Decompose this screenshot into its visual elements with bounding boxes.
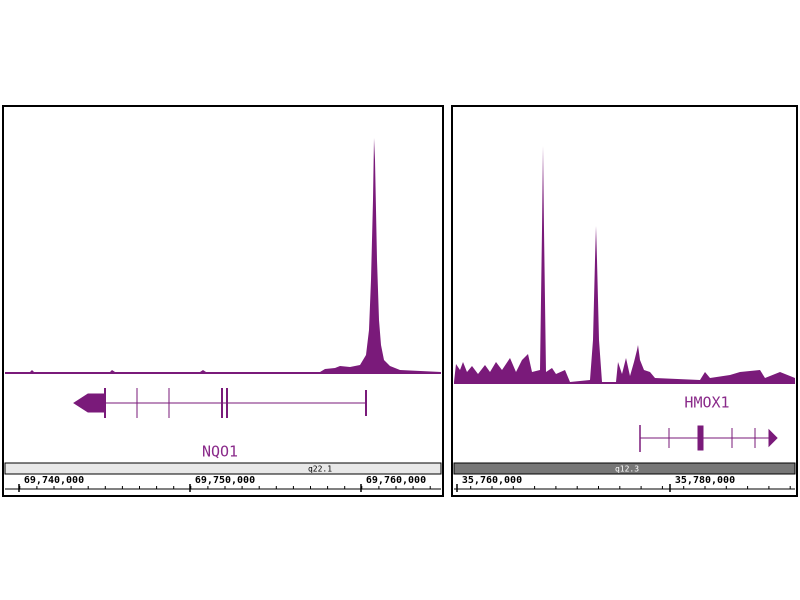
band-label: q12.3 <box>615 465 639 474</box>
coordinate-label: 69,740,000 <box>24 475 84 486</box>
coordinate-axes: 69,740,000 69,750,000 69,760,000 35,760,000… <box>5 475 795 492</box>
panel-hmox1: HMOX1 q12.3 <box>451 105 798 497</box>
band-bar <box>4 462 442 475</box>
coordinate-label: 69,750,000 <box>195 475 255 486</box>
panel-frame <box>451 105 798 497</box>
gene-model <box>639 425 778 452</box>
band-label: q22.1 <box>308 465 332 474</box>
gene-model <box>73 388 367 418</box>
coordinate-label: 35,780,000 <box>675 475 735 486</box>
gene-label: HMOX1 <box>684 394 729 412</box>
panel-nqo1: NQO1 q22.1 <box>2 105 444 497</box>
coordinate-label: 69,760,000 <box>366 475 426 486</box>
panel-frame <box>2 105 444 497</box>
coordinate-label: 35,760,000 <box>462 475 522 486</box>
band-bar <box>453 462 796 475</box>
gene-label: NQO1 <box>202 443 238 461</box>
